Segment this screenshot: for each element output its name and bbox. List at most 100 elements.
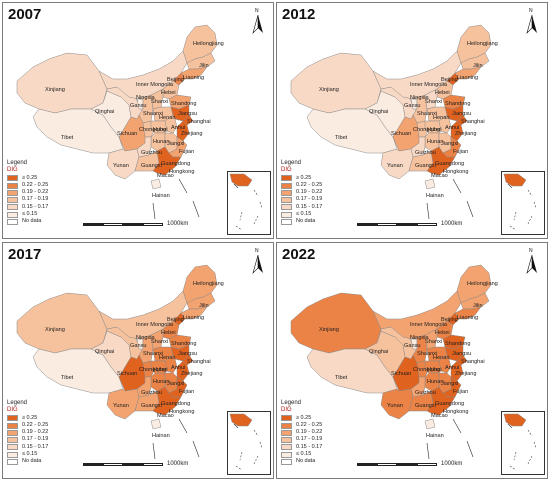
legend-label: No data — [296, 218, 316, 225]
legend-item: No data — [7, 458, 48, 466]
legend-swatch — [281, 415, 292, 422]
legend-swatch — [281, 197, 292, 204]
label-hainan: Hainan — [152, 433, 170, 439]
label-gansu: Gansu — [130, 343, 147, 349]
label-chongqing: Chongqing — [413, 127, 441, 133]
legend-swatch — [281, 175, 292, 182]
label-zhejiang: Zhejiang — [455, 131, 477, 137]
label-anhui: Anhui — [445, 365, 460, 371]
north-label: N — [529, 8, 533, 14]
legend-swatch — [7, 175, 18, 182]
sea-boundary-lines — [152, 178, 200, 220]
legend-item: 0.17 - 0.19 — [7, 436, 49, 444]
map-panel-2017: 2017 N Xinjiang Tibet Qinghai Gansu Inner Mong… — [2, 242, 274, 479]
label-inner: Inner Mongolia — [136, 322, 174, 328]
legend-label: 0.15 - 0.17 — [22, 203, 49, 210]
label-heilongjiang: Heilongjiang — [193, 41, 224, 47]
label-chongqing: Chongqing — [139, 367, 167, 373]
label-guangxi: Guangxi — [415, 403, 436, 409]
label-guizhou: Guizhou — [141, 390, 162, 396]
label-tibet: Tibet — [335, 375, 348, 381]
legend-swatch — [281, 444, 292, 451]
label-ningxia: Ningxia — [410, 95, 429, 101]
province-hainan — [424, 178, 436, 190]
legend-swatch — [7, 415, 18, 422]
label-beijing: Beijing — [441, 317, 458, 323]
label-anhui: Anhui — [445, 125, 460, 131]
label-shaanxi: Shaanxi — [143, 111, 164, 117]
panel-year-title: 2017 — [8, 246, 42, 263]
label-hebei: Hebei — [161, 330, 176, 336]
label-tibet: Tibet — [335, 135, 348, 141]
label-shandong: Shandong — [171, 101, 197, 107]
legend-item: 0.22 - 0.25 — [7, 422, 48, 429]
label-zhejiang: Zhejiang — [181, 371, 203, 377]
label-guizhou: Guizhou — [141, 150, 162, 156]
legend-label: 0.22 - 0.25 — [22, 181, 49, 188]
legend-label: 0.15 - 0.17 — [22, 443, 49, 450]
legend-swatch — [7, 182, 18, 189]
legend-item: 0.19 - 0.22 — [281, 429, 322, 436]
label-jilin: Jilin — [473, 63, 483, 69]
north-label: N — [255, 248, 259, 254]
scale-label: 1000km — [167, 221, 189, 227]
legend-label: ≥ 0.25 — [296, 414, 312, 421]
legend-swatch — [7, 451, 18, 458]
north-arrow-icon: N — [252, 8, 264, 35]
legend-label: 0.17 - 0.19 — [296, 436, 323, 443]
legend-item: 0.19 - 0.22 — [281, 189, 322, 196]
panel-year-title: 2012 — [282, 6, 316, 23]
label-hunan: Hunan — [427, 139, 444, 145]
legend-label: 0.17 - 0.19 — [22, 196, 49, 203]
legend-title: Legend — [7, 400, 28, 406]
legend-item: ≥ 0.25 — [281, 175, 322, 182]
province-liaoning — [454, 66, 482, 80]
label-gansu: Gansu — [404, 343, 421, 349]
province-xinjiang — [16, 52, 108, 114]
legend-label: No data — [296, 458, 316, 465]
legend-item: 0.19 - 0.22 — [7, 189, 48, 196]
label-sichuan: Sichuan — [117, 131, 138, 137]
legend-item: No data — [7, 218, 48, 226]
label-tibet: Tibet — [61, 375, 74, 381]
legend-swatch — [7, 211, 18, 218]
legend-label: 0.19 - 0.22 — [22, 189, 49, 196]
legend-item: 0.15 - 0.17 — [7, 204, 48, 211]
legend-label: 0.17 - 0.19 — [296, 196, 323, 203]
sea-boundary-lines — [426, 178, 474, 220]
label-guangxi: Guangxi — [141, 403, 162, 409]
label-guizhou: Guizhou — [415, 390, 436, 396]
legend-swatch — [281, 219, 292, 226]
label-jiangsu: Jiangsu — [178, 111, 198, 117]
panel-year-title: 2022 — [282, 246, 316, 263]
legend-item: 0.22 - 0.25 — [281, 422, 322, 429]
label-liaoning: Liaoning — [457, 75, 479, 81]
label-macao: Macao — [157, 413, 174, 419]
label-hebei: Hebei — [435, 90, 450, 96]
label-hainan: Hainan — [426, 193, 444, 199]
legend-item: 0.19 - 0.22 — [7, 429, 48, 436]
label-henan: Henan — [433, 355, 450, 361]
legend-title: Legend — [281, 400, 302, 406]
label-shandong: Shandong — [445, 101, 471, 107]
legend-label: ≤ 0.15 — [22, 211, 38, 218]
label-henan: Henan — [159, 115, 176, 121]
label-shaanxi: Shaanxi — [417, 351, 438, 357]
label-xinjiang: Xinjiang — [319, 327, 339, 333]
legend-title: Legend — [7, 160, 28, 166]
label-hainan: Hainan — [426, 433, 444, 439]
label-hebei: Hebei — [161, 90, 176, 96]
label-hebei: Hebei — [435, 330, 450, 336]
label-qinghai: Qinghai — [369, 109, 389, 115]
label-guangdong: Guangdong — [161, 401, 191, 407]
label-jiangsu: Jiangsu — [452, 351, 472, 357]
label-hubei: Hubei — [153, 367, 168, 373]
legend-item: No data — [281, 458, 322, 466]
legend-label: 0.17 - 0.19 — [22, 436, 49, 443]
province-guangdong — [426, 386, 456, 416]
label-ningxia: Ningxia — [410, 335, 429, 341]
label-shanxi: Shanxi — [425, 339, 443, 345]
province-liaoning — [454, 306, 482, 320]
legend-label: 0.15 - 0.17 — [296, 443, 323, 450]
scale-bar: 1000km — [357, 221, 462, 227]
